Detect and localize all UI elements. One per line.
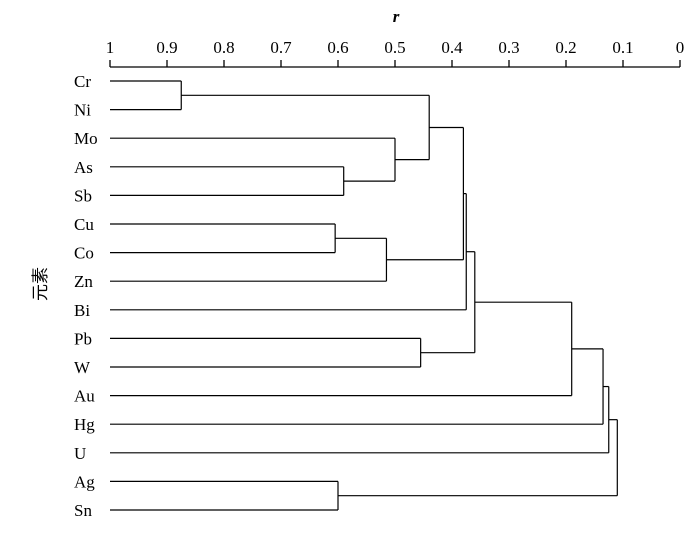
leaf-label: Cu — [74, 215, 94, 234]
leaf-label: Bi — [74, 301, 90, 320]
leaf-label: As — [74, 158, 93, 177]
leaf-labels: Cr Ni Mo As Sb Cu Co Zn Bi Pb W Au Hg U Ag Sn — [74, 72, 98, 520]
leaf-label: Zn — [74, 272, 93, 291]
leaf-label: U — [74, 444, 86, 463]
leaf-label: Pb — [74, 329, 92, 348]
leaf-label: Ag — [74, 472, 95, 491]
x-tick-label: 0.1 — [612, 38, 633, 57]
leaf-label: Mo — [74, 129, 98, 148]
x-axis: 1 0.9 0.8 0.7 0.6 0.5 0.4 0.3 0.2 0.1 0 — [106, 38, 685, 68]
leaf-label: Sn — [74, 501, 92, 520]
x-tick-label: 0.4 — [441, 38, 463, 57]
leaf-label: Cr — [74, 72, 91, 91]
x-tick-label: 1 — [106, 38, 115, 57]
x-tick-label: 0.6 — [327, 38, 348, 57]
x-tick-label: 0.7 — [270, 38, 292, 57]
leaf-label: W — [74, 358, 91, 377]
x-tick-label: 0.3 — [498, 38, 519, 57]
y-axis-title: 元素 — [31, 267, 50, 301]
leaf-label: Ni — [74, 101, 91, 120]
leaf-label: Co — [74, 244, 94, 263]
x-tick-label: 0.5 — [384, 38, 405, 57]
leaf-label: Au — [74, 387, 95, 406]
x-tick-label: 0.9 — [156, 38, 177, 57]
x-axis-title: r — [393, 7, 400, 26]
dendrogram-links — [110, 80, 618, 511]
leaf-label: Hg — [74, 415, 95, 434]
x-tick-label: 0 — [676, 38, 685, 57]
leaf-label: Sb — [74, 186, 92, 205]
x-tick-label: 0.8 — [213, 38, 234, 57]
x-tick-label: 0.2 — [555, 38, 576, 57]
